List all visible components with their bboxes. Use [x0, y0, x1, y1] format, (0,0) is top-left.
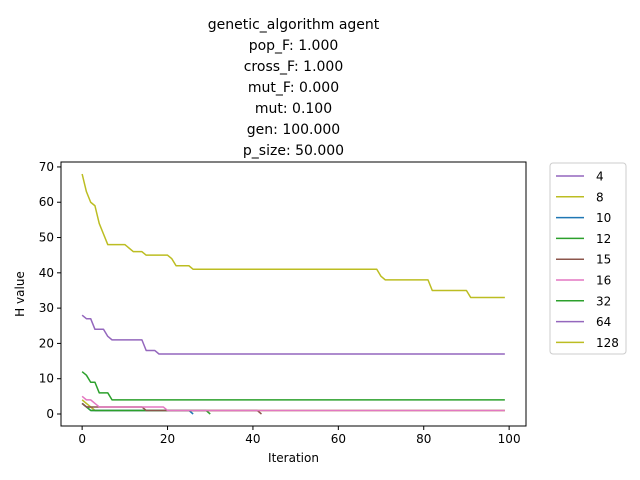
y-tick-label: 30	[39, 301, 54, 315]
legend-label: 10	[596, 211, 611, 225]
series-line-64	[81, 314, 505, 355]
legend-label: 128	[596, 336, 619, 350]
x-tick-label: 20	[160, 432, 175, 446]
legend: 4 8 10 12 15 16 32 64 128	[549, 162, 627, 355]
x-tick-label: 80	[416, 432, 431, 446]
series-line-10	[81, 402, 194, 415]
x-tick-label: 100	[498, 432, 521, 446]
legend-label: 16	[596, 274, 611, 288]
series-line-128	[81, 173, 505, 299]
title-line: genetic_algorithm agent	[208, 17, 380, 33]
y-tick-label: 40	[39, 266, 54, 280]
x-tick-label: 60	[331, 432, 346, 446]
y-tick-label: 50	[39, 231, 54, 245]
x-tick-label: 0	[78, 432, 86, 446]
legend-label: 8	[596, 190, 604, 204]
title-line: p_size: 50.000	[243, 143, 344, 159]
title-line: cross_F: 1.000	[244, 59, 344, 75]
series-line-8	[81, 399, 505, 412]
x-axis: 0 20 40 60 80 100	[78, 426, 521, 446]
x-tick-label: 40	[245, 432, 260, 446]
title-line: mut_F: 0.000	[248, 80, 339, 96]
y-tick-label: 20	[39, 336, 54, 350]
legend-label: 64	[596, 315, 611, 329]
legend-label: 12	[596, 232, 611, 246]
chart-title: genetic_algorithm agent pop_F: 1.000 cross…	[208, 17, 380, 159]
series-line-15	[81, 402, 262, 415]
y-tick-label: 60	[39, 195, 54, 209]
title-line: pop_F: 1.000	[249, 38, 339, 54]
legend-label: 32	[596, 294, 611, 308]
y-axis-label: H value	[13, 271, 27, 317]
title-line: gen: 100.000	[247, 122, 340, 138]
plot-area-frame	[60, 161, 527, 427]
title-line: mut: 0.100	[255, 101, 332, 117]
legend-box	[549, 162, 627, 355]
series-line-16	[81, 395, 505, 412]
legend-label: 4	[596, 170, 604, 184]
y-tick-label: 0	[46, 407, 54, 421]
y-tick-label: 70	[39, 160, 54, 174]
x-axis-label: Iteration	[268, 451, 319, 465]
series-lines	[81, 173, 505, 415]
series-line-32	[81, 371, 505, 401]
y-axis: 0 10 20 30 40 50 60 70	[39, 160, 61, 421]
y-tick-label: 10	[39, 372, 54, 386]
legend-label: 15	[596, 253, 611, 267]
